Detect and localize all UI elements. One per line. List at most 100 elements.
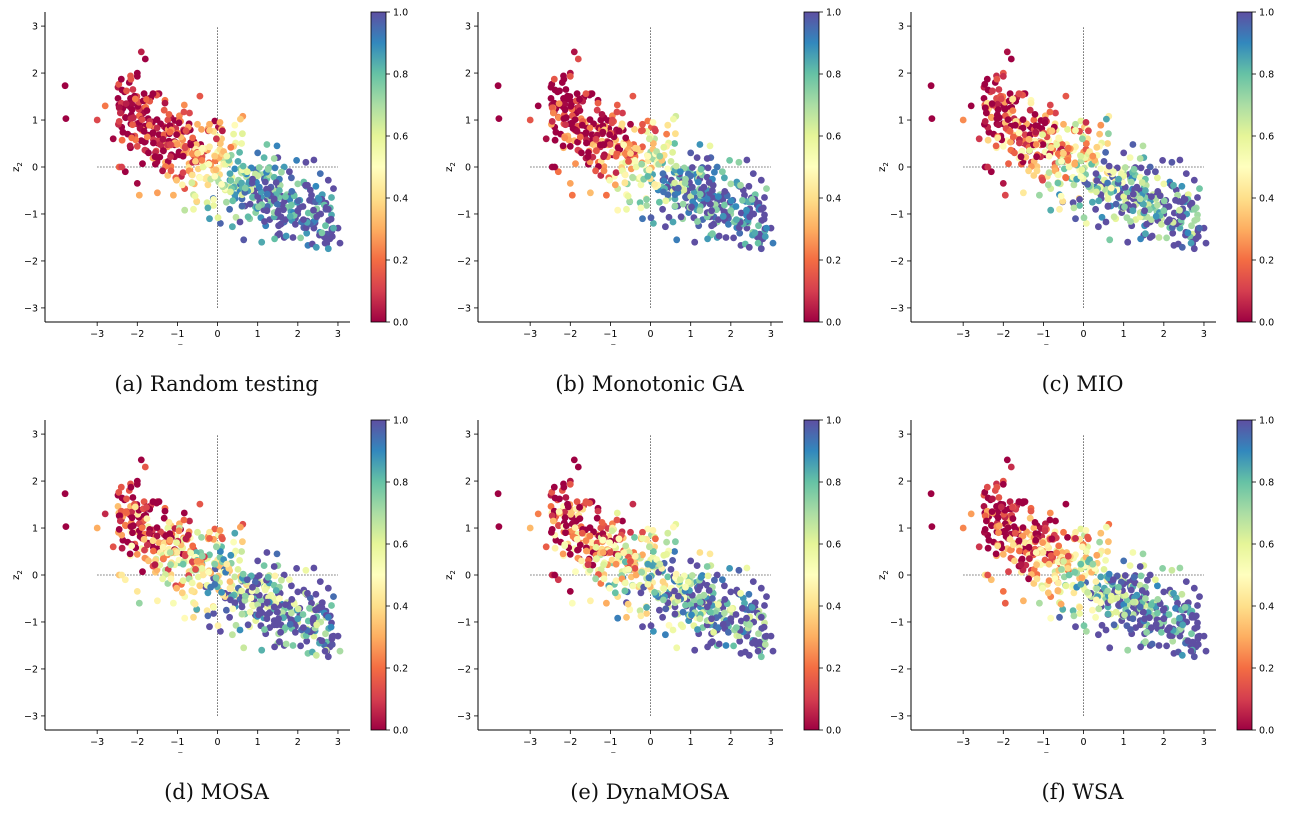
data-point <box>231 573 239 581</box>
data-point <box>93 524 101 532</box>
data-point <box>708 207 715 215</box>
data-point <box>703 173 711 181</box>
data-point <box>261 626 268 633</box>
data-point <box>993 75 1001 83</box>
data-point <box>593 514 601 522</box>
data-point <box>613 101 621 109</box>
data-point <box>679 200 687 208</box>
data-point <box>727 588 735 596</box>
data-point <box>315 196 323 203</box>
data-point <box>1093 585 1101 592</box>
data-point <box>1154 174 1161 182</box>
data-point <box>574 463 582 471</box>
data-point <box>713 163 721 171</box>
data-point <box>588 131 596 139</box>
data-point <box>1039 539 1046 546</box>
data-point <box>223 560 231 568</box>
data-point <box>727 605 735 613</box>
data-point <box>551 544 559 552</box>
data-point <box>1084 181 1091 188</box>
data-point <box>1105 538 1112 546</box>
data-point <box>992 550 1000 558</box>
data-point <box>218 181 226 188</box>
y-tick-label: 2 <box>32 69 38 80</box>
data-point <box>608 119 616 127</box>
x-tick-label: −1 <box>603 329 617 340</box>
data-point <box>1127 178 1135 186</box>
data-point <box>1009 504 1016 511</box>
data-point <box>757 176 765 184</box>
data-point <box>133 588 141 595</box>
data-point <box>611 589 619 597</box>
data-point <box>1003 48 1011 56</box>
data-point <box>1052 517 1059 525</box>
data-point <box>310 614 317 622</box>
data-point <box>606 176 613 184</box>
data-point <box>236 626 244 634</box>
data-point <box>292 628 299 636</box>
data-point <box>627 528 634 536</box>
data-point <box>1182 578 1190 585</box>
data-point <box>277 628 284 636</box>
data-point <box>1178 651 1186 659</box>
y-tick-label: −2 <box>457 256 471 267</box>
data-point <box>994 134 1002 142</box>
data-point <box>234 566 242 573</box>
data-point <box>1160 588 1168 596</box>
colorbar-tick-label: 0.0 <box>826 318 841 329</box>
data-point <box>592 135 600 143</box>
data-point <box>576 133 584 141</box>
data-point <box>1152 212 1160 220</box>
data-point <box>1047 614 1055 622</box>
data-point <box>624 600 632 608</box>
data-point <box>194 150 201 157</box>
x-tick-label: 2 <box>1161 329 1167 340</box>
data-point <box>703 603 711 611</box>
y-tick-label: 1 <box>465 524 471 535</box>
data-point <box>659 613 666 621</box>
data-point <box>614 614 622 622</box>
data-point <box>586 116 594 123</box>
y-axis-label: z2 <box>444 162 457 172</box>
data-point <box>239 130 246 138</box>
data-point <box>227 177 235 185</box>
data-point <box>1083 140 1090 147</box>
data-point <box>603 599 610 607</box>
data-point <box>997 95 1005 103</box>
data-point <box>226 613 234 621</box>
data-point <box>1160 207 1168 215</box>
data-point <box>1009 96 1016 103</box>
data-point <box>216 527 224 534</box>
data-point <box>1120 193 1128 201</box>
data-point <box>761 641 769 648</box>
data-point <box>227 143 235 151</box>
data-point <box>674 592 682 600</box>
data-point <box>707 608 714 616</box>
data-point <box>210 196 218 203</box>
data-point <box>757 613 765 621</box>
data-point <box>1047 206 1055 214</box>
data-point <box>995 114 1003 122</box>
data-point <box>620 549 628 557</box>
data-point <box>62 115 70 122</box>
data-point <box>1154 188 1162 195</box>
data-point <box>1025 575 1032 583</box>
data-point <box>1109 576 1117 584</box>
data-point <box>997 503 1005 511</box>
data-point <box>255 203 262 211</box>
data-point <box>649 119 657 126</box>
data-point <box>999 588 1007 595</box>
data-point <box>619 517 626 525</box>
data-point <box>664 121 672 129</box>
colorbar-tick-label: 0.4 <box>1259 602 1274 613</box>
data-point <box>1166 216 1173 224</box>
data-point <box>639 535 646 542</box>
data-point <box>180 509 188 517</box>
data-point <box>251 578 259 586</box>
data-point <box>598 519 606 526</box>
data-point <box>599 128 607 136</box>
data-point <box>297 234 304 242</box>
colorbar <box>370 11 387 323</box>
data-point <box>173 584 181 592</box>
data-point <box>644 152 652 160</box>
